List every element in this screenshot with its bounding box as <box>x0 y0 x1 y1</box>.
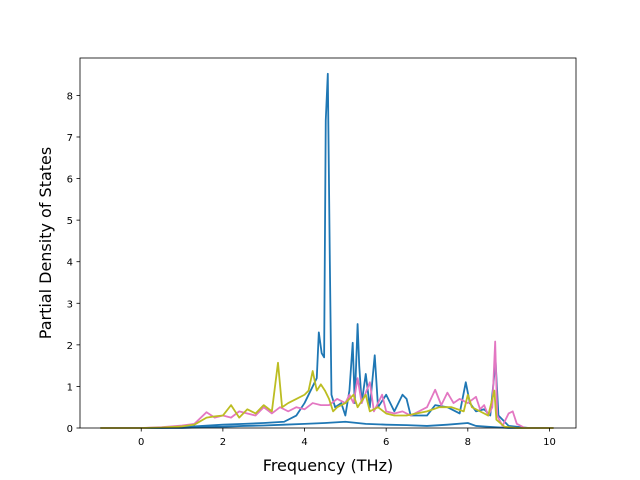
x-tick-label: 6 <box>383 437 389 448</box>
x-tick-label: 4 <box>301 437 307 448</box>
ticks-layer: 0 2 4 6 8 10 0 1 2 3 4 5 6 7 8 <box>67 91 556 448</box>
y-tick-label: 1 <box>67 382 73 393</box>
y-tick-label: 4 <box>67 258 73 269</box>
y-tick-label: 5 <box>67 216 73 227</box>
series-line-3 <box>100 361 554 429</box>
x-axis-label: Frequency (THz) <box>263 456 393 475</box>
series-layer <box>100 72 554 429</box>
y-tick-label: 3 <box>67 299 73 310</box>
x-tick-label: 10 <box>543 437 556 448</box>
plot-frame <box>79 57 577 429</box>
x-tick-label: 0 <box>138 437 144 448</box>
y-tick-label: 8 <box>67 91 73 102</box>
x-tick-label: 8 <box>465 437 471 448</box>
y-axis-label: Partial Density of States <box>36 147 55 339</box>
y-tick-label: 0 <box>67 424 73 435</box>
x-tick-label: 2 <box>220 437 226 448</box>
y-tick-label: 7 <box>67 133 73 144</box>
y-tick-label: 2 <box>67 341 73 352</box>
y-tick-label: 6 <box>67 175 73 186</box>
series-line-1 <box>100 420 554 429</box>
